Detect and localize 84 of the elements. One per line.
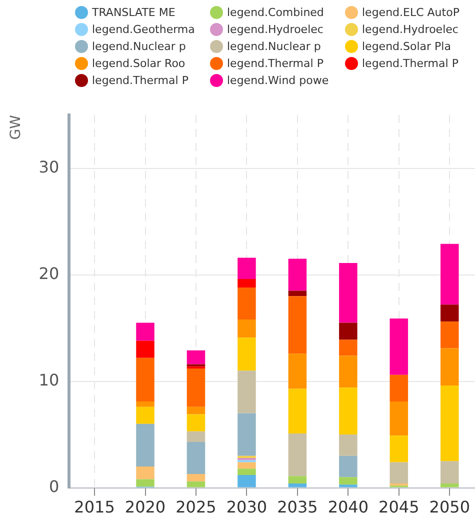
y-tick-label: 20: [38, 264, 60, 283]
legend-label: legend.Nuclear p: [92, 40, 186, 53]
bar: [136, 402, 154, 407]
x-tick-label: 2020: [124, 498, 166, 517]
bar: [238, 468, 256, 476]
legend-label: legend.Hydroelec: [362, 23, 458, 36]
bar: [136, 322, 154, 341]
x-tick-label: 2035: [277, 498, 318, 517]
bar: [136, 340, 154, 358]
bar: [390, 374, 408, 402]
bar: [440, 461, 459, 484]
bar: [136, 406, 154, 424]
bar: [288, 433, 307, 476]
y-tick-label: 10: [38, 370, 60, 390]
bar: [339, 388, 358, 435]
x-tick-label: 2030: [226, 498, 268, 517]
legend-label: legend.Nuclear p: [227, 40, 321, 53]
bar: [238, 279, 256, 288]
y-axis-title: GW: [8, 114, 24, 140]
bar: [390, 436, 408, 462]
bar: [288, 484, 307, 488]
bar: [440, 386, 459, 462]
bar: [440, 304, 459, 322]
legend-label: legend.Solar Pla: [362, 40, 451, 53]
bar: [186, 366, 206, 369]
bar: [288, 388, 307, 434]
bar: [288, 290, 307, 296]
bar: [136, 466, 154, 480]
bar: [288, 476, 307, 484]
legend-label: legend.Hydroelec: [227, 23, 324, 36]
x-tick-label: 2015: [74, 498, 115, 517]
bar: [238, 413, 256, 456]
bar: [288, 296, 307, 354]
bar: [339, 322, 358, 340]
bar: [440, 322, 459, 348]
legend-label: legend.Thermal P: [92, 74, 188, 87]
bar: [339, 356, 358, 388]
bar: [238, 288, 256, 320]
x-tick-label: 2050: [429, 498, 470, 517]
y-tick-label: 0: [48, 476, 60, 496]
bar: [339, 340, 358, 356]
bar: [288, 258, 307, 291]
bar: [339, 263, 358, 323]
bar: [186, 481, 206, 488]
bar: [339, 456, 358, 478]
bar: [186, 442, 206, 474]
x-tick-label: 2045: [378, 498, 420, 517]
x-tick-label: 2040: [328, 498, 369, 517]
bar: [238, 462, 256, 469]
bar: [288, 354, 307, 389]
bar: [390, 462, 408, 484]
bar: [238, 475, 256, 488]
bar: [440, 244, 459, 305]
bar: [186, 431, 206, 442]
x-tick-label: 2025: [176, 498, 216, 517]
bar: [238, 258, 256, 280]
legend-label: legend.Thermal P: [362, 57, 458, 70]
bar: [440, 484, 459, 488]
y-tick-label: 30: [38, 157, 60, 176]
bar: [186, 474, 206, 482]
bar: [238, 370, 256, 414]
bar: [186, 368, 206, 407]
legend-label: TRANSLATE ME: [92, 6, 176, 19]
bar: [440, 348, 459, 386]
bar: [186, 406, 206, 414]
bar: [238, 458, 256, 460]
bar: [186, 414, 206, 432]
bar: [390, 318, 408, 375]
bar: [339, 484, 358, 488]
bar: [136, 424, 154, 466]
legend-label: legend.Solar Roo: [92, 57, 186, 70]
legend-label: legend.Geotherma: [92, 23, 195, 36]
bar: [238, 338, 256, 371]
bar: [339, 477, 358, 485]
bar: [390, 402, 408, 436]
legend-label: legend.ELC AutoP: [362, 6, 460, 19]
bar: [186, 350, 206, 364]
bar: [339, 434, 358, 456]
bar: [238, 320, 256, 338]
legend-label: legend.Thermal P: [227, 57, 324, 70]
legend-label: legend.Combined: [227, 6, 324, 19]
legend-label: legend.Wind powe: [227, 74, 329, 87]
bar: [136, 479, 154, 487]
bar: [136, 358, 154, 402]
